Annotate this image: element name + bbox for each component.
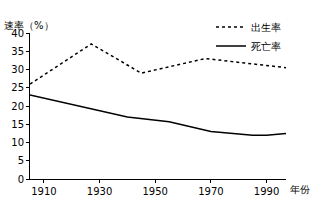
svg-text:10: 10 bbox=[11, 137, 24, 148]
svg-text:5: 5 bbox=[18, 155, 24, 166]
svg-text:30: 30 bbox=[11, 64, 24, 75]
svg-text:1950: 1950 bbox=[142, 186, 167, 197]
svg-text:1970: 1970 bbox=[198, 186, 223, 197]
svg-text:20: 20 bbox=[11, 101, 24, 112]
svg-text:0: 0 bbox=[18, 174, 24, 185]
svg-text:25: 25 bbox=[11, 82, 24, 93]
svg-text:1910: 1910 bbox=[31, 186, 56, 197]
svg-text:速率（%）: 速率（%） bbox=[4, 20, 54, 31]
svg-text:出生率: 出生率 bbox=[251, 22, 281, 33]
svg-text:年份: 年份 bbox=[290, 184, 310, 195]
svg-text:40: 40 bbox=[11, 28, 24, 39]
svg-text:1930: 1930 bbox=[87, 186, 112, 197]
svg-text:死亡率: 死亡率 bbox=[251, 41, 281, 52]
svg-text:15: 15 bbox=[11, 119, 24, 130]
svg-text:1990: 1990 bbox=[254, 186, 279, 197]
svg-text:35: 35 bbox=[11, 46, 24, 57]
